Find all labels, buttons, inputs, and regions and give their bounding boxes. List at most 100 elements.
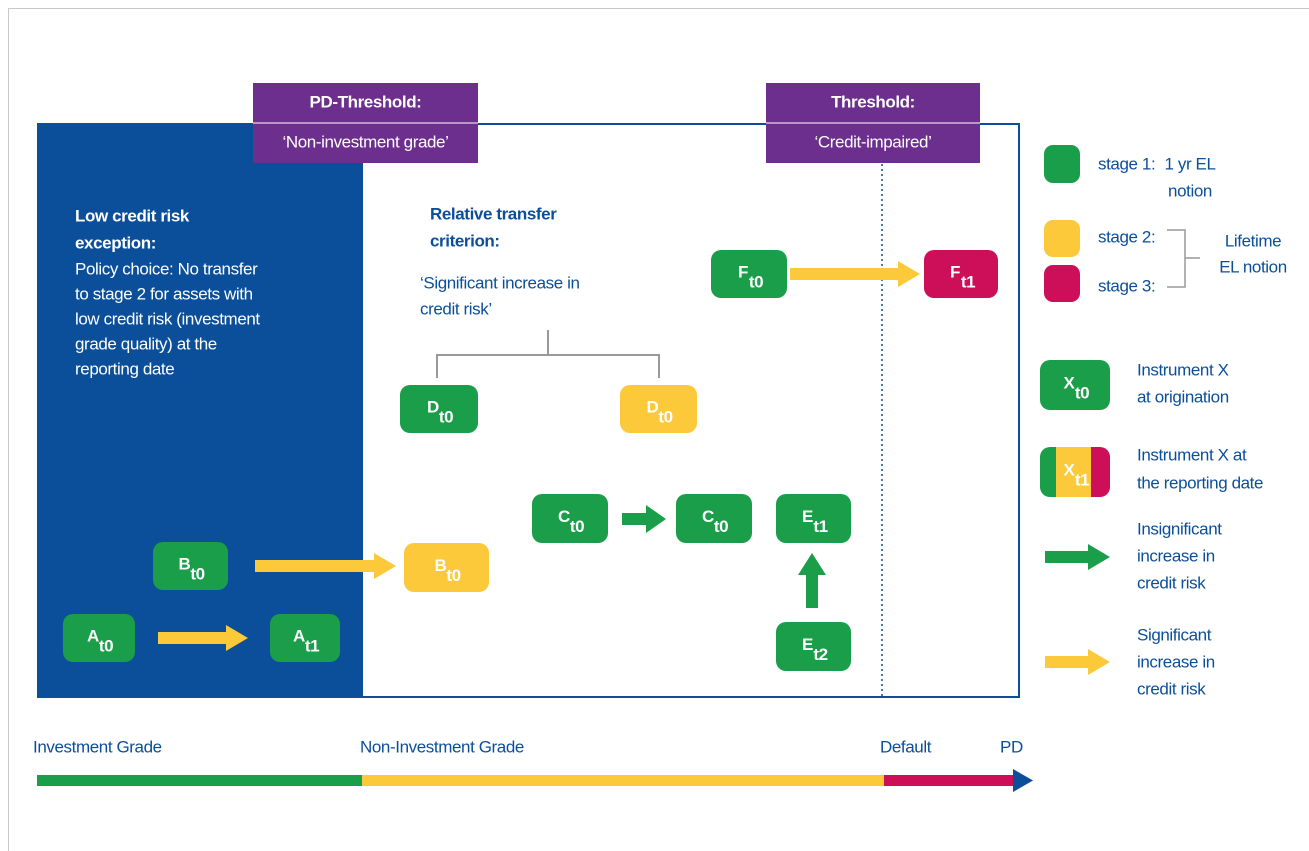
node-letter: X <box>1064 460 1076 479</box>
legend-label: the reporting date <box>1137 473 1263 492</box>
node-subscript: t0 <box>439 407 453 426</box>
arrow <box>622 505 666 533</box>
node <box>400 385 478 433</box>
legend-label: credit risk <box>1137 679 1206 698</box>
node-letter: B <box>435 556 447 575</box>
node-subscript: t0 <box>99 636 113 655</box>
section-text: Policy choice: No transfer <box>75 259 258 278</box>
legend-swatch <box>1044 220 1080 257</box>
low-risk-area <box>37 123 362 698</box>
legend-label: Significant <box>1137 625 1212 644</box>
threshold-subtitle: ‘Credit-impaired’ <box>815 132 932 151</box>
legend-swatch <box>1044 145 1080 183</box>
node-subscript: t0 <box>1075 383 1089 402</box>
axis-arrow <box>1013 769 1033 792</box>
node-letter: X <box>1064 373 1076 392</box>
node <box>676 494 752 543</box>
section-title: criterion: <box>430 231 500 250</box>
node-subscript: t0 <box>446 566 460 585</box>
axis-bar <box>37 775 362 786</box>
axis-label: Non-Investment Grade <box>360 737 524 756</box>
legend-node <box>1040 447 1110 497</box>
node-letter: A <box>293 626 305 645</box>
legend-label: EL notion <box>1219 257 1287 276</box>
node-letter: D <box>647 397 659 416</box>
tree-line <box>436 330 660 378</box>
axis-label: Investment Grade <box>33 737 162 756</box>
legend-label: credit risk <box>1137 573 1206 592</box>
section-text: reporting date <box>75 359 174 378</box>
section-title: exception: <box>75 233 156 252</box>
legend-label: notion <box>1168 181 1212 200</box>
stripe <box>1056 447 1091 497</box>
legend-arrow <box>1045 649 1110 675</box>
page-border <box>8 8 1309 851</box>
arrow <box>798 553 826 608</box>
node-subscript: t0 <box>190 564 204 583</box>
legend-label: Lifetime <box>1225 231 1281 250</box>
threshold-title: PD-Threshold: <box>310 92 422 111</box>
section-text: grade quality) at the <box>75 334 217 353</box>
section-title: Low credit risk <box>75 206 190 225</box>
legend-label: stage 1: <box>1098 154 1155 173</box>
node <box>620 385 697 433</box>
arrows <box>158 261 1110 675</box>
node-letter: C <box>558 507 570 526</box>
section-title: Relative transfer <box>430 204 557 223</box>
section-text: low credit risk (investment <box>75 309 260 328</box>
node-letter: F <box>950 262 960 281</box>
node-letter: E <box>802 635 813 654</box>
node-subscript: t1 <box>305 636 319 655</box>
legend-label: 1 yr EL <box>1164 154 1215 173</box>
axis-label: PD <box>1000 737 1023 756</box>
node-letter: D <box>427 397 439 416</box>
node-letter: C <box>702 507 714 526</box>
node <box>153 542 228 590</box>
node-subscript: t0 <box>570 517 584 536</box>
threshold-title: Threshold: <box>831 92 915 111</box>
legend-node <box>1040 360 1110 410</box>
node <box>776 622 851 671</box>
legend-label: increase in <box>1137 652 1215 671</box>
bracket <box>1167 229 1200 288</box>
node-subscript: t1 <box>813 517 827 536</box>
stripe <box>1091 447 1110 497</box>
node-subscript: t0 <box>714 517 728 536</box>
arrow <box>158 625 248 651</box>
node-subscript: t0 <box>658 407 672 426</box>
node <box>924 250 998 298</box>
node-letter: A <box>87 626 99 645</box>
legend-swatch <box>1044 265 1080 302</box>
node-subscript: t1 <box>961 272 975 291</box>
axis-label: Default <box>880 737 932 756</box>
legend-label: stage 2: <box>1098 227 1155 246</box>
node-subscript: t1 <box>1075 470 1089 489</box>
arrow <box>790 261 920 287</box>
node <box>711 250 787 298</box>
node <box>404 543 489 592</box>
legend-label: increase in <box>1137 546 1215 565</box>
section-text: ‘Significant increase in <box>420 273 580 292</box>
arrow <box>255 553 396 579</box>
node-letter: F <box>738 262 748 281</box>
legend-label: Insignificant <box>1137 519 1222 538</box>
section-text: to stage 2 for assets with <box>75 284 253 303</box>
threshold-subtitle: ‘Non-investment grade’ <box>282 132 448 151</box>
node <box>532 494 608 543</box>
node <box>270 614 340 662</box>
legend-label: Instrument X at <box>1137 445 1247 464</box>
legend-label: stage 3: <box>1098 276 1155 295</box>
node-subscript: t0 <box>749 272 763 291</box>
node <box>776 494 851 543</box>
node <box>63 614 135 662</box>
legend-arrow <box>1045 544 1110 570</box>
node-letter: E <box>802 507 813 526</box>
legend-label: at origination <box>1137 387 1229 406</box>
axis-bar <box>884 775 1014 786</box>
axis-bar <box>362 775 884 786</box>
legend-label: Instrument X <box>1137 360 1229 379</box>
section-text: credit risk’ <box>420 299 492 318</box>
node-subscript: t2 <box>813 645 827 664</box>
stripe <box>1040 447 1056 497</box>
